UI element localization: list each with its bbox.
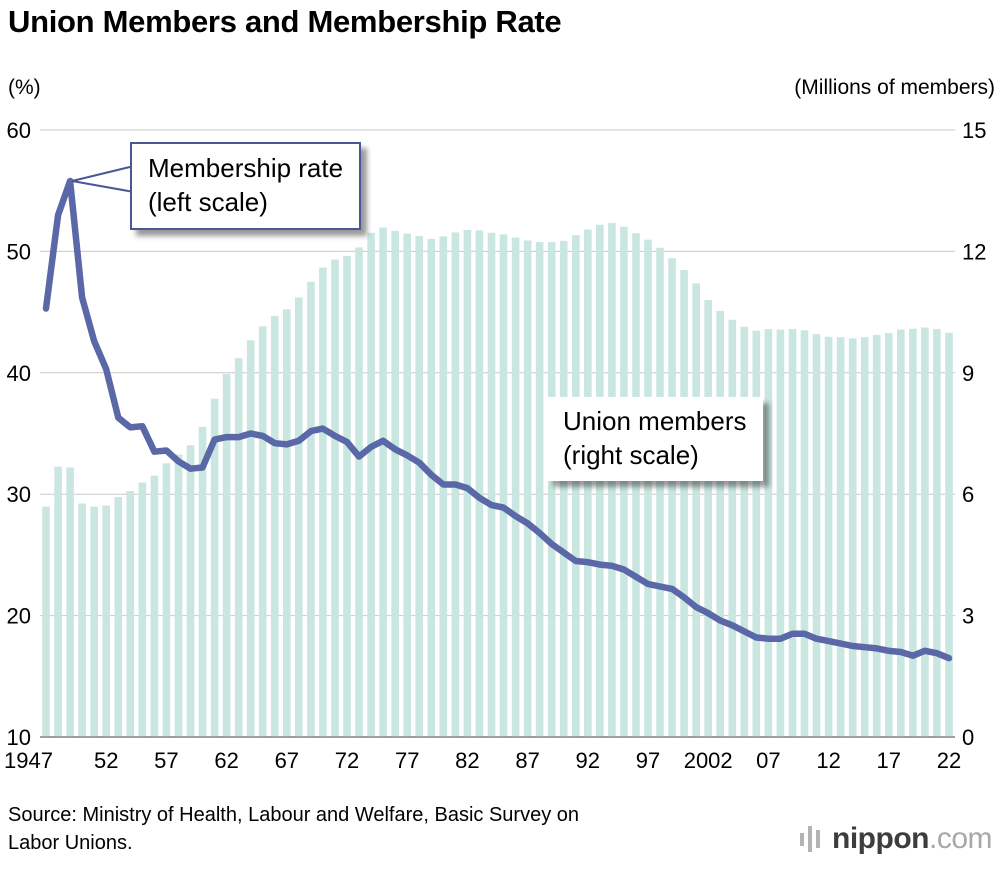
x-tick-label: 62 xyxy=(214,748,238,773)
x-tick-label: 72 xyxy=(335,748,359,773)
x-tick-label: 17 xyxy=(877,748,901,773)
left-tick-label: 30 xyxy=(7,482,31,507)
right-tick-label: 6 xyxy=(962,482,974,507)
x-tick-label: 77 xyxy=(395,748,419,773)
nippon-logo-name: nippon xyxy=(832,822,929,855)
left-axis-tick-labels: 60 50 40 30 20 10 xyxy=(7,118,31,750)
x-tick-label: 67 xyxy=(275,748,299,773)
union-members-callout-line2: (right scale) xyxy=(563,439,699,470)
chart-title: Union Members and Membership Rate xyxy=(8,4,562,39)
nippon-logo-icon xyxy=(800,826,821,852)
membership-rate-callout-line2: (left scale) xyxy=(148,186,268,217)
left-tick-label: 50 xyxy=(7,239,31,264)
left-tick-label: 60 xyxy=(7,118,31,143)
left-tick-label: 40 xyxy=(7,361,31,386)
right-tick-label: 3 xyxy=(962,604,974,629)
x-tick-label: 52 xyxy=(94,748,118,773)
right-tick-label: 9 xyxy=(962,361,974,386)
x-tick-label: 82 xyxy=(455,748,479,773)
source-note-line1: Source: Ministry of Health, Labour and W… xyxy=(8,804,580,826)
union-members-callout: Union members (right scale) xyxy=(547,397,763,481)
membership-rate-line xyxy=(42,177,953,662)
left-tick-label: 20 xyxy=(7,604,31,629)
x-tick-label: 12 xyxy=(816,748,840,773)
x-tick-label: 2002 xyxy=(684,748,733,773)
left-axis-unit-label: (%) xyxy=(8,76,41,99)
x-tick-label: 22 xyxy=(937,748,961,773)
membership-rate-callout: Membership rate (left scale) xyxy=(130,142,362,230)
nippon-logo: nippon.com xyxy=(799,822,993,856)
source-note-line2: Labor Unions. xyxy=(8,832,133,855)
x-tick-label: 07 xyxy=(756,748,780,773)
right-axis-unit-label: (Millions of members) xyxy=(794,76,995,99)
source-note: Source: Ministry of Health, Labour and W… xyxy=(8,801,579,858)
nippon-logo-tld: .com xyxy=(928,822,993,855)
x-tick-label: 92 xyxy=(576,748,600,773)
right-tick-label: 12 xyxy=(962,239,986,264)
membership-rate-callout-pointer xyxy=(71,164,135,194)
nippon-logo-text: nippon.com xyxy=(832,822,992,856)
right-tick-label: 0 xyxy=(962,725,974,750)
x-tick-label: 57 xyxy=(154,748,178,773)
right-axis-tick-labels: 15 12 9 6 3 0 xyxy=(962,118,986,750)
x-tick-label: 97 xyxy=(636,748,660,773)
left-tick-label: 10 xyxy=(7,725,31,750)
membership-rate-callout-line1: Membership rate xyxy=(148,153,344,183)
right-tick-label: 15 xyxy=(962,118,986,143)
x-tick-label: 1947 xyxy=(4,748,53,773)
union-members-bars xyxy=(42,223,953,738)
x-axis-tick-labels: 1947 52 57 62 67 72 77 82 87 92 97 2002 07 12 17 22 xyxy=(4,748,961,773)
union-members-callout-line1: Union members xyxy=(563,406,747,436)
x-tick-label: 87 xyxy=(515,748,539,773)
